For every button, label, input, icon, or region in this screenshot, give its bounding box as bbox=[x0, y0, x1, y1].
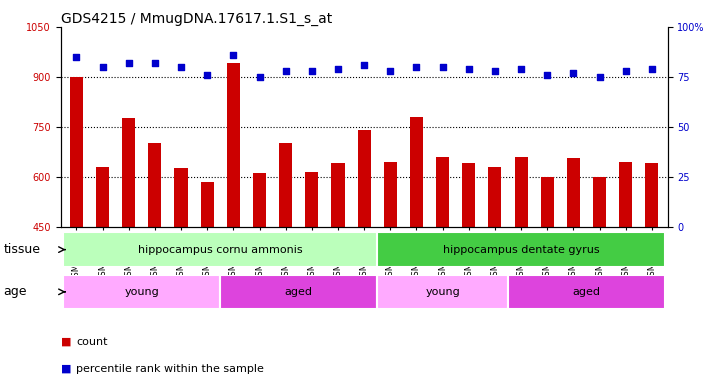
Point bbox=[568, 70, 579, 76]
Bar bbox=[122, 118, 135, 227]
Point bbox=[594, 74, 605, 80]
Bar bbox=[70, 77, 83, 227]
Text: hippocampus dentate gyrus: hippocampus dentate gyrus bbox=[443, 245, 600, 255]
Point bbox=[149, 60, 161, 66]
Bar bbox=[149, 143, 161, 227]
Point bbox=[463, 66, 475, 72]
Bar bbox=[227, 63, 240, 227]
Text: hippocampus cornu ammonis: hippocampus cornu ammonis bbox=[138, 245, 303, 255]
Point bbox=[280, 68, 291, 74]
Bar bbox=[515, 157, 528, 227]
Bar bbox=[220, 275, 377, 309]
Text: aged: aged bbox=[285, 287, 313, 297]
Bar bbox=[306, 172, 318, 227]
Point bbox=[97, 64, 109, 70]
Bar bbox=[540, 177, 554, 227]
Point bbox=[201, 72, 213, 78]
Bar bbox=[377, 232, 665, 267]
Bar bbox=[462, 163, 476, 227]
Point bbox=[176, 64, 187, 70]
Text: young: young bbox=[426, 287, 460, 297]
Point bbox=[489, 68, 501, 74]
Point bbox=[646, 66, 658, 72]
Point bbox=[253, 74, 265, 80]
Point bbox=[411, 64, 422, 70]
Text: ■: ■ bbox=[61, 337, 71, 347]
Text: age: age bbox=[4, 285, 27, 298]
Text: GDS4215 / MmugDNA.17617.1.S1_s_at: GDS4215 / MmugDNA.17617.1.S1_s_at bbox=[61, 12, 332, 25]
Point bbox=[385, 68, 396, 74]
Point bbox=[228, 52, 239, 58]
Bar bbox=[201, 182, 213, 227]
Text: young: young bbox=[124, 287, 159, 297]
Bar bbox=[508, 275, 665, 309]
Point bbox=[437, 64, 448, 70]
Bar bbox=[410, 117, 423, 227]
Point bbox=[71, 54, 82, 60]
Point bbox=[620, 68, 631, 74]
Point bbox=[123, 60, 134, 66]
Point bbox=[306, 68, 318, 74]
Bar bbox=[619, 162, 633, 227]
Bar bbox=[358, 130, 371, 227]
Text: count: count bbox=[76, 337, 108, 347]
Bar bbox=[436, 157, 449, 227]
Bar bbox=[279, 143, 292, 227]
Bar bbox=[64, 232, 377, 267]
Point bbox=[332, 66, 343, 72]
Bar bbox=[174, 168, 188, 227]
Text: tissue: tissue bbox=[4, 243, 41, 256]
Bar bbox=[253, 173, 266, 227]
Bar bbox=[377, 275, 508, 309]
Point bbox=[358, 62, 370, 68]
Point bbox=[516, 66, 527, 72]
Text: percentile rank within the sample: percentile rank within the sample bbox=[76, 364, 264, 374]
Bar bbox=[331, 163, 345, 227]
Bar bbox=[645, 163, 658, 227]
Bar bbox=[64, 275, 220, 309]
Point bbox=[541, 72, 553, 78]
Bar bbox=[383, 162, 397, 227]
Text: ■: ■ bbox=[61, 364, 71, 374]
Bar bbox=[593, 177, 606, 227]
Bar bbox=[96, 167, 109, 227]
Bar bbox=[567, 158, 580, 227]
Bar bbox=[488, 167, 501, 227]
Text: aged: aged bbox=[573, 287, 600, 297]
